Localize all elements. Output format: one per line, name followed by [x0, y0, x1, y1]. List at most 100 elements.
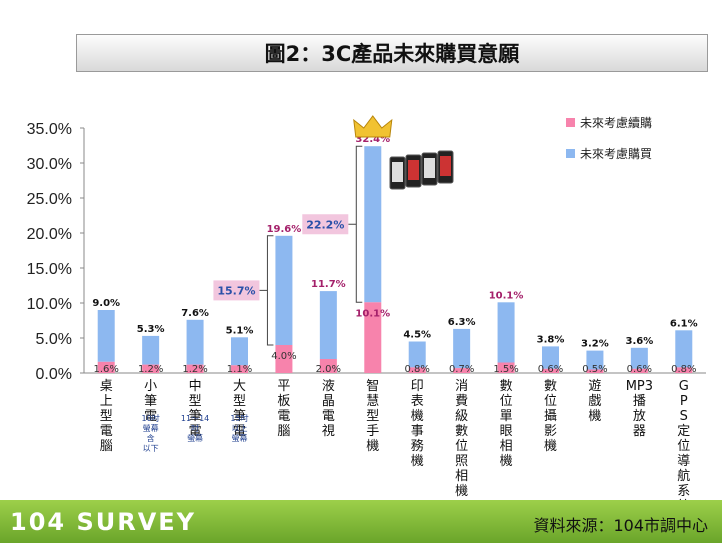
- data-label-buy: 9.0%: [92, 298, 120, 309]
- x-tick-label: 手: [366, 424, 379, 439]
- bar-continue: [97, 361, 115, 373]
- data-label-buy: 5.1%: [226, 325, 254, 336]
- legend-swatch: [566, 118, 575, 127]
- y-tick-label: 5.0%: [36, 331, 72, 348]
- annotation-box: [213, 280, 260, 301]
- smartphone-screen-icon: [408, 160, 419, 180]
- bar-continue: [408, 367, 426, 373]
- data-label-continue: 1.2%: [182, 364, 207, 375]
- data-label-buy: 10.1%: [489, 290, 524, 301]
- x-tick-label: 影: [544, 424, 557, 439]
- y-tick-label: 20.0%: [27, 226, 72, 243]
- x-tick-label: S: [680, 409, 688, 424]
- bar-continue: [231, 365, 248, 373]
- x-tick-label: 航: [677, 468, 690, 484]
- data-label-buy: 19.6%: [267, 224, 302, 235]
- x-tick-label: 中: [189, 379, 202, 394]
- annotation-label: 22.2%: [306, 218, 344, 231]
- source-note: 資料來源：104市調中心: [533, 516, 708, 535]
- x-tick-label: 消: [455, 379, 468, 394]
- data-label-continue: 10.1%: [355, 308, 390, 319]
- x-tick-label: 型: [233, 394, 246, 409]
- x-tick-label: 攝: [544, 408, 557, 424]
- x-tick-label: 導: [677, 454, 690, 469]
- x-tick-label: 筆: [233, 409, 246, 424]
- x-tick-label: 型: [189, 394, 202, 409]
- data-label-continue: 4.0%: [271, 351, 296, 362]
- x-tick-label: 相: [500, 439, 513, 454]
- y-tick-label: 35.0%: [27, 121, 72, 138]
- data-label-buy: 11.7%: [311, 279, 346, 290]
- x-tick-label: 戲: [588, 394, 601, 409]
- bar-continue: [675, 367, 693, 373]
- x-tick-label: 務: [411, 439, 424, 454]
- bar-buy: [453, 328, 471, 369]
- y-tick-label: 25.0%: [27, 191, 72, 208]
- bar-buy: [319, 291, 337, 359]
- x-tick-label: 機: [455, 484, 468, 499]
- y-tick-label: 15.0%: [27, 261, 72, 278]
- x-tick-sublabel: 螢幕: [232, 433, 248, 443]
- x-tick-label: 電: [233, 424, 246, 439]
- y-tick-label: 0.0%: [36, 366, 72, 383]
- x-tick-label: 電: [144, 409, 157, 424]
- data-label-buy: 3.2%: [581, 339, 609, 350]
- x-tick-label: 位: [455, 439, 468, 454]
- annotation-label: 15.7%: [217, 284, 255, 297]
- bar-buy: [275, 235, 293, 345]
- x-tick-label: 位: [500, 394, 513, 409]
- bar-buy: [231, 337, 248, 366]
- bar-buy: [497, 302, 515, 363]
- x-tick-label: 電: [322, 409, 335, 424]
- x-tick-label: 晶: [322, 394, 335, 409]
- x-tick-label: 腦: [277, 424, 290, 439]
- bar-buy: [97, 310, 115, 362]
- data-label-continue: 0.8%: [405, 364, 430, 375]
- x-tick-label: 定: [677, 424, 690, 439]
- legend-label: 未來考慮購買: [580, 147, 652, 161]
- bar-continue: [453, 368, 471, 373]
- x-tick-label: 級: [455, 409, 468, 424]
- x-tick-sublabel: 螢幕: [143, 423, 159, 433]
- bar-buy: [408, 341, 426, 368]
- y-tick-label: 30.0%: [27, 156, 72, 173]
- bar-continue: [186, 364, 204, 373]
- data-label-continue: 0.8%: [671, 364, 696, 375]
- bar-buy: [542, 346, 559, 369]
- x-tick-label: 系: [677, 484, 690, 499]
- x-tick-label: 型: [366, 409, 379, 424]
- x-tick-label: MP3: [626, 379, 653, 394]
- bar-buy: [586, 350, 604, 370]
- x-tick-label: 平: [277, 379, 290, 394]
- y-tick-label: 10.0%: [27, 296, 72, 313]
- bar-chart: 0.0% 5.0% 10.0% 15.0% 20.0% 25.0% 30.0% 35.0% 9.…: [27, 115, 706, 500]
- x-tick-label: 費: [455, 394, 468, 409]
- x-tick-label: 小: [144, 379, 157, 394]
- bar-buy: [630, 347, 648, 369]
- x-tick-sublabel: 以下: [143, 444, 159, 453]
- x-tick-label: 桌: [100, 379, 113, 394]
- x-tick-sublabel: 11～14: [181, 414, 209, 423]
- bar-continue: [497, 362, 515, 373]
- x-tick-label: 器: [633, 424, 646, 439]
- data-label-buy: 6.1%: [670, 318, 698, 329]
- bar-buy: [186, 319, 204, 365]
- data-label-buy: 7.6%: [181, 308, 209, 319]
- data-label-continue: 0.6%: [538, 364, 563, 375]
- data-label-buy: 5.3%: [137, 324, 165, 335]
- x-tick-label: 電: [277, 409, 290, 424]
- data-label-buy: 6.3%: [448, 317, 476, 328]
- annotation-bracket: [348, 145, 363, 303]
- x-tick-label: G: [679, 379, 689, 394]
- bar-continue: [142, 364, 160, 373]
- bar-continue: [542, 368, 559, 373]
- x-tick-label: 眼: [500, 424, 513, 439]
- x-tick-label: 筆: [189, 409, 202, 424]
- x-tick-label: 大: [233, 379, 246, 394]
- x-tick-label: 智: [366, 379, 379, 394]
- annotation-box: [302, 214, 349, 235]
- x-tick-label: 數: [500, 379, 513, 394]
- x-tick-sublabel: 以上: [232, 424, 248, 433]
- x-tick-label: 數: [455, 424, 468, 439]
- bar-continue: [630, 368, 648, 373]
